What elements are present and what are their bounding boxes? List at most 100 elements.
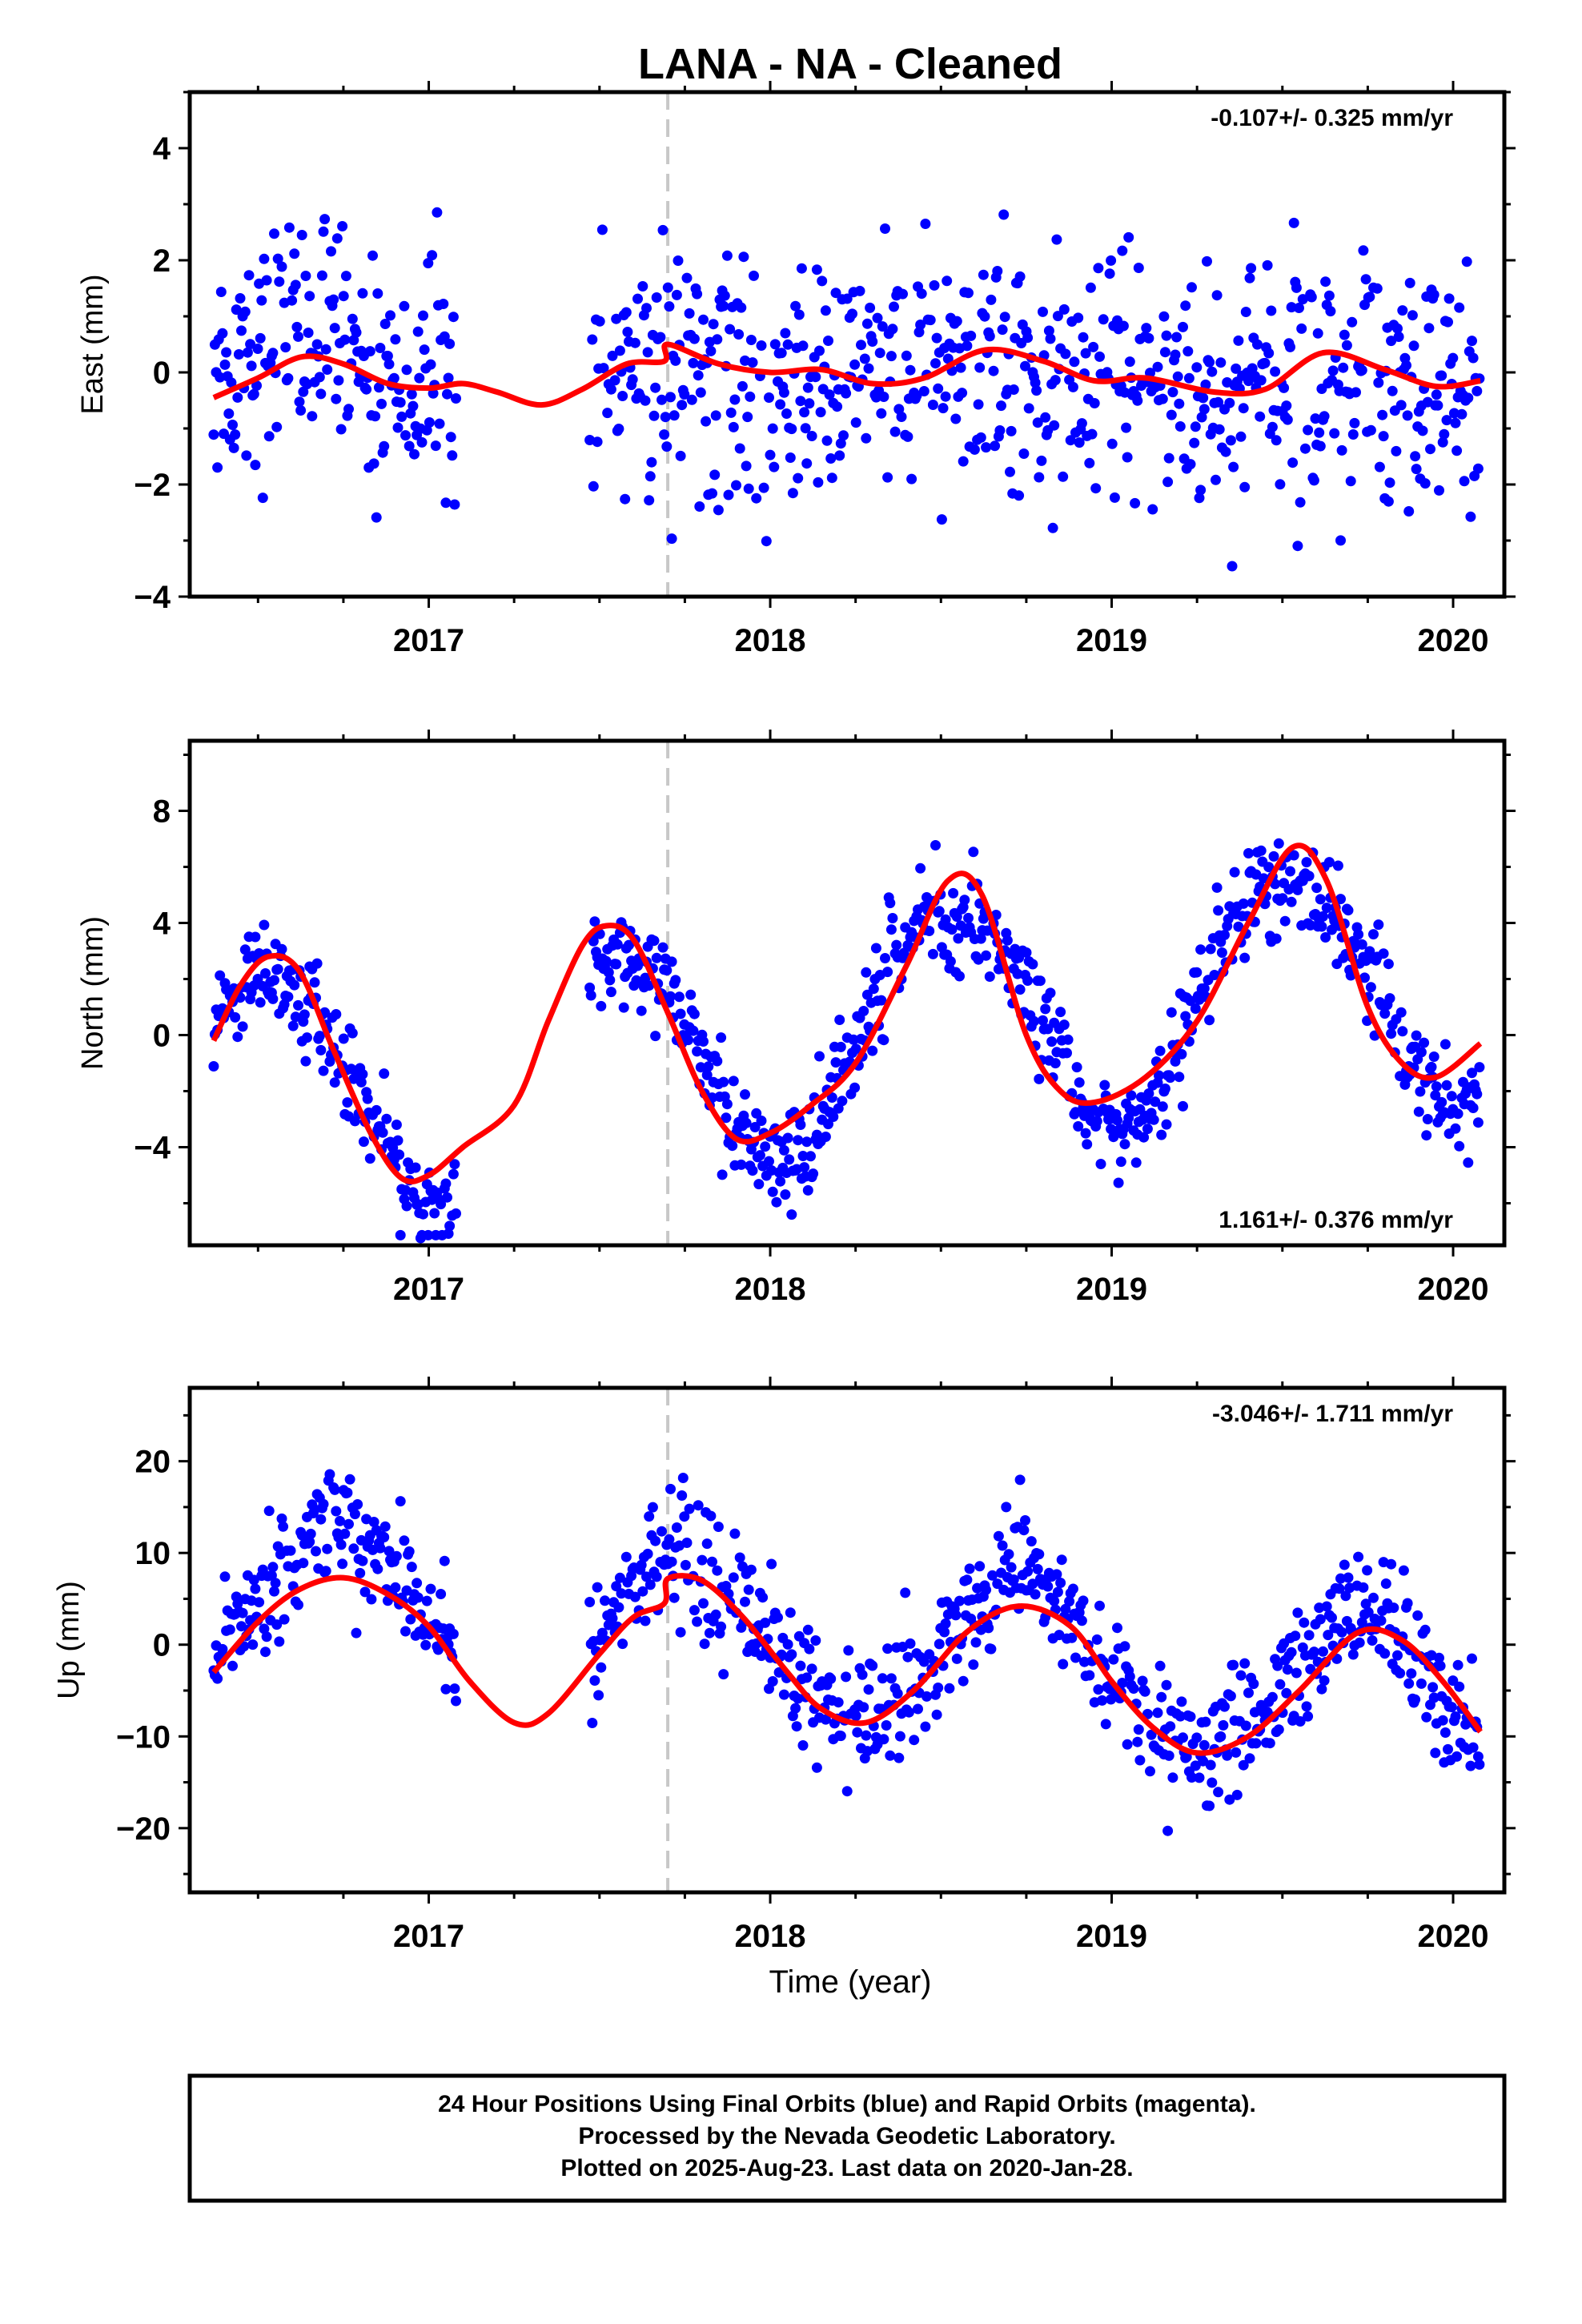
data-point (1281, 1687, 1292, 1699)
data-point (782, 1132, 793, 1144)
data-point (412, 1592, 424, 1603)
data-point (701, 1069, 713, 1080)
data-point (659, 429, 670, 440)
data-point (1067, 381, 1078, 392)
data-point (618, 1002, 629, 1013)
data-point (322, 1543, 333, 1554)
data-point (787, 488, 798, 499)
data-point (1058, 1659, 1069, 1670)
data-point (1166, 1007, 1177, 1018)
data-point (1058, 471, 1069, 482)
data-point (790, 300, 801, 312)
data-point (880, 223, 890, 234)
data-point (1045, 987, 1056, 999)
up-fit-line (211, 1573, 1483, 1756)
data-point (1134, 1755, 1146, 1766)
data-point (776, 348, 787, 359)
y-tick-label: 0 (153, 1019, 171, 1054)
data-point (981, 950, 992, 961)
data-point (745, 1564, 757, 1575)
x-tick-label: 2017 (393, 1272, 464, 1307)
data-point (1272, 1660, 1283, 1671)
data-point (1373, 919, 1384, 931)
data-point (443, 372, 454, 384)
data-point (1291, 282, 1302, 293)
data-point (823, 336, 833, 346)
data-point (418, 310, 428, 321)
data-point (671, 1522, 682, 1533)
data-point (1467, 1653, 1477, 1664)
data-point (290, 279, 301, 291)
data-point (1065, 435, 1076, 446)
data-point (593, 1690, 604, 1701)
data-point (1174, 1072, 1185, 1083)
data-point (1180, 1011, 1191, 1022)
data-point (1052, 311, 1063, 322)
data-point (347, 313, 358, 324)
data-point (1279, 915, 1291, 927)
data-point (587, 1718, 598, 1728)
data-point (1358, 245, 1369, 256)
data-point (1319, 1675, 1330, 1686)
data-point (588, 935, 599, 947)
data-point (1332, 860, 1343, 871)
data-point (280, 342, 291, 353)
data-point (406, 388, 417, 400)
data-point (311, 339, 323, 350)
data-point (337, 221, 348, 231)
data-point (698, 1598, 709, 1609)
y-tick-label: −20 (116, 1811, 171, 1847)
data-point (1243, 1687, 1254, 1699)
data-point (968, 1659, 979, 1671)
data-point (315, 388, 327, 400)
data-point (629, 337, 640, 348)
data-point (1229, 866, 1240, 878)
data-point (1074, 437, 1085, 448)
data-point (636, 1005, 647, 1016)
data-point (1316, 921, 1327, 932)
data-point (1038, 1015, 1048, 1026)
data-point (1365, 982, 1376, 993)
data-point (1291, 1667, 1302, 1679)
data-point (970, 1637, 982, 1648)
data-point (1231, 1789, 1243, 1800)
data-point (208, 1061, 219, 1072)
data-point (1067, 1583, 1078, 1594)
data-point (241, 450, 252, 461)
data-point (710, 410, 721, 421)
data-point (1358, 1582, 1369, 1593)
data-point (747, 357, 758, 368)
data-point (307, 411, 318, 422)
data-point (698, 1036, 709, 1047)
data-point (820, 305, 831, 316)
data-point (753, 1179, 765, 1190)
data-point (1315, 894, 1326, 905)
data-point (1437, 436, 1448, 448)
data-point (1299, 443, 1311, 454)
data-point (424, 417, 435, 428)
data-point (712, 1055, 723, 1067)
data-point (695, 1062, 706, 1073)
data-point (727, 1140, 738, 1152)
data-point (944, 1683, 955, 1694)
data-point (854, 285, 865, 296)
data-point (650, 1535, 661, 1546)
data-point (665, 1483, 676, 1494)
data-point (701, 416, 712, 427)
data-point (1220, 446, 1231, 457)
data-point (969, 444, 980, 455)
data-point (878, 1035, 889, 1046)
data-point (250, 1583, 261, 1594)
data-point (1093, 1684, 1104, 1695)
data-point (795, 396, 806, 407)
data-point (1047, 522, 1058, 533)
data-point (1378, 431, 1389, 442)
data-point (404, 440, 415, 452)
data-point (1170, 349, 1181, 360)
data-point (898, 947, 909, 959)
data-point (1450, 1711, 1461, 1722)
data-point (259, 919, 270, 931)
data-point (874, 348, 885, 359)
data-point (250, 931, 261, 943)
data-point (1383, 496, 1394, 507)
